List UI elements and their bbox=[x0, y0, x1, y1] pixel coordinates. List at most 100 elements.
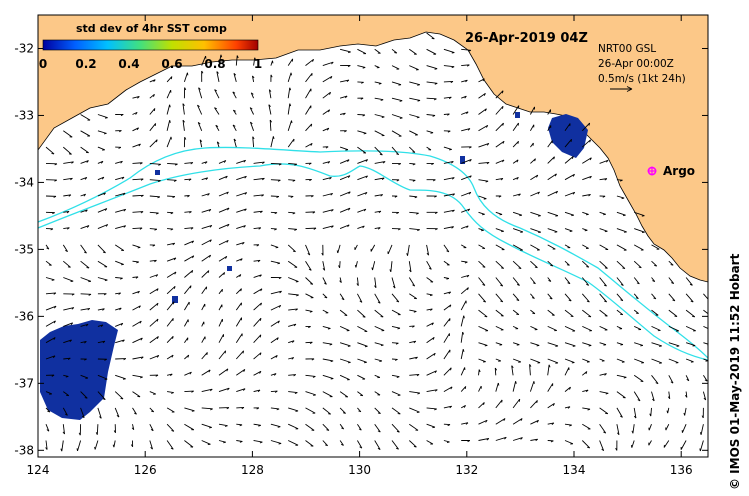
current-arrow bbox=[288, 323, 297, 327]
current-arrow bbox=[184, 319, 189, 327]
current-arrow bbox=[340, 130, 347, 133]
current-arrow bbox=[391, 293, 400, 303]
current-arrow bbox=[322, 177, 332, 181]
colorbar-gradient bbox=[42, 39, 259, 51]
current-arrow bbox=[599, 293, 607, 303]
current-arrow bbox=[357, 342, 368, 348]
current-arrow bbox=[305, 407, 316, 414]
current-arrow bbox=[530, 309, 536, 315]
current-arrow bbox=[374, 161, 386, 164]
current-arrow bbox=[634, 342, 643, 347]
current-arrow bbox=[443, 96, 452, 100]
current-arrow bbox=[512, 309, 520, 316]
current-arrow bbox=[547, 173, 557, 181]
current-arrow bbox=[184, 301, 190, 311]
current-arrow bbox=[339, 423, 345, 430]
current-arrow bbox=[270, 244, 279, 249]
argo-label: Argo bbox=[663, 164, 695, 178]
current-arrow bbox=[270, 290, 282, 295]
current-arrow bbox=[633, 374, 644, 382]
current-arrow bbox=[478, 342, 488, 347]
current-arrow bbox=[357, 374, 366, 380]
current-arrow bbox=[63, 161, 74, 164]
current-arrow bbox=[198, 87, 203, 99]
current-arrow bbox=[495, 277, 504, 287]
current-arrow bbox=[232, 124, 237, 132]
current-arrow bbox=[149, 423, 154, 432]
current-arrow bbox=[201, 352, 208, 360]
current-arrow bbox=[547, 190, 558, 197]
current-arrow bbox=[63, 307, 75, 311]
current-arrow bbox=[460, 300, 467, 311]
current-arrow bbox=[547, 244, 556, 250]
current-arrow bbox=[616, 391, 626, 399]
current-arrow bbox=[667, 391, 671, 400]
current-arrow bbox=[443, 209, 455, 213]
current-arrow bbox=[339, 146, 349, 151]
argo-marker[interactable] bbox=[647, 166, 657, 176]
current-arrow bbox=[599, 325, 608, 331]
current-arrow bbox=[374, 407, 381, 415]
current-arrow bbox=[547, 260, 554, 267]
sst-patches bbox=[40, 112, 588, 420]
current-arrow bbox=[253, 440, 263, 444]
current-arrow bbox=[184, 354, 190, 360]
current-arrow bbox=[460, 386, 467, 392]
current-arrow bbox=[80, 244, 87, 254]
current-arrow bbox=[339, 159, 350, 164]
current-arrow bbox=[478, 108, 487, 115]
current-arrow bbox=[201, 225, 213, 230]
current-arrow bbox=[530, 124, 535, 132]
current-arrow bbox=[495, 159, 505, 164]
current-arrow bbox=[132, 320, 142, 327]
current-arrow bbox=[495, 122, 504, 132]
current-arrow bbox=[339, 112, 346, 116]
current-arrow bbox=[478, 260, 486, 268]
current-arrow bbox=[97, 374, 108, 380]
current-arrow bbox=[478, 293, 486, 303]
current-arrow bbox=[409, 162, 416, 166]
current-arrow bbox=[149, 139, 158, 148]
current-arrow bbox=[167, 162, 178, 166]
current-arrow bbox=[97, 340, 106, 344]
current-arrow bbox=[599, 391, 609, 395]
current-arrow bbox=[495, 325, 504, 331]
current-arrow bbox=[668, 309, 678, 317]
current-arrow bbox=[668, 325, 679, 332]
current-arrow bbox=[218, 54, 223, 66]
current-arrow bbox=[249, 107, 255, 115]
current-arrow bbox=[443, 304, 452, 311]
current-arrow bbox=[408, 146, 416, 153]
current-arrow bbox=[631, 424, 635, 434]
current-arrow bbox=[218, 272, 226, 278]
current-arrow bbox=[564, 123, 571, 132]
current-arrow bbox=[305, 440, 314, 447]
current-arrow bbox=[668, 260, 674, 266]
current-arrow bbox=[166, 407, 175, 413]
current-arrow bbox=[253, 177, 265, 181]
current-arrow bbox=[339, 358, 351, 364]
current-arrow bbox=[339, 374, 350, 381]
current-arrow bbox=[512, 176, 519, 181]
current-arrow bbox=[564, 277, 571, 285]
current-arrow bbox=[214, 107, 220, 115]
current-arrow bbox=[391, 48, 398, 54]
current-arrow bbox=[149, 302, 159, 311]
current-arrow bbox=[547, 383, 554, 392]
current-arrow bbox=[305, 358, 315, 361]
current-arrow bbox=[616, 374, 627, 379]
current-arrow bbox=[547, 228, 558, 233]
current-arrow bbox=[389, 261, 393, 273]
current-arrow bbox=[80, 209, 88, 213]
current-arrow bbox=[374, 440, 381, 450]
current-arrow bbox=[216, 71, 220, 82]
current-arrow bbox=[305, 277, 314, 285]
current-arrow bbox=[374, 146, 383, 156]
current-arrow bbox=[95, 424, 99, 435]
current-arrow bbox=[288, 340, 295, 344]
current-arrow bbox=[547, 277, 552, 282]
current-arrow bbox=[250, 121, 255, 131]
current-arrow bbox=[391, 162, 401, 166]
current-arrow bbox=[357, 175, 368, 181]
current-info-line1: NRT00 GSL bbox=[598, 43, 656, 55]
